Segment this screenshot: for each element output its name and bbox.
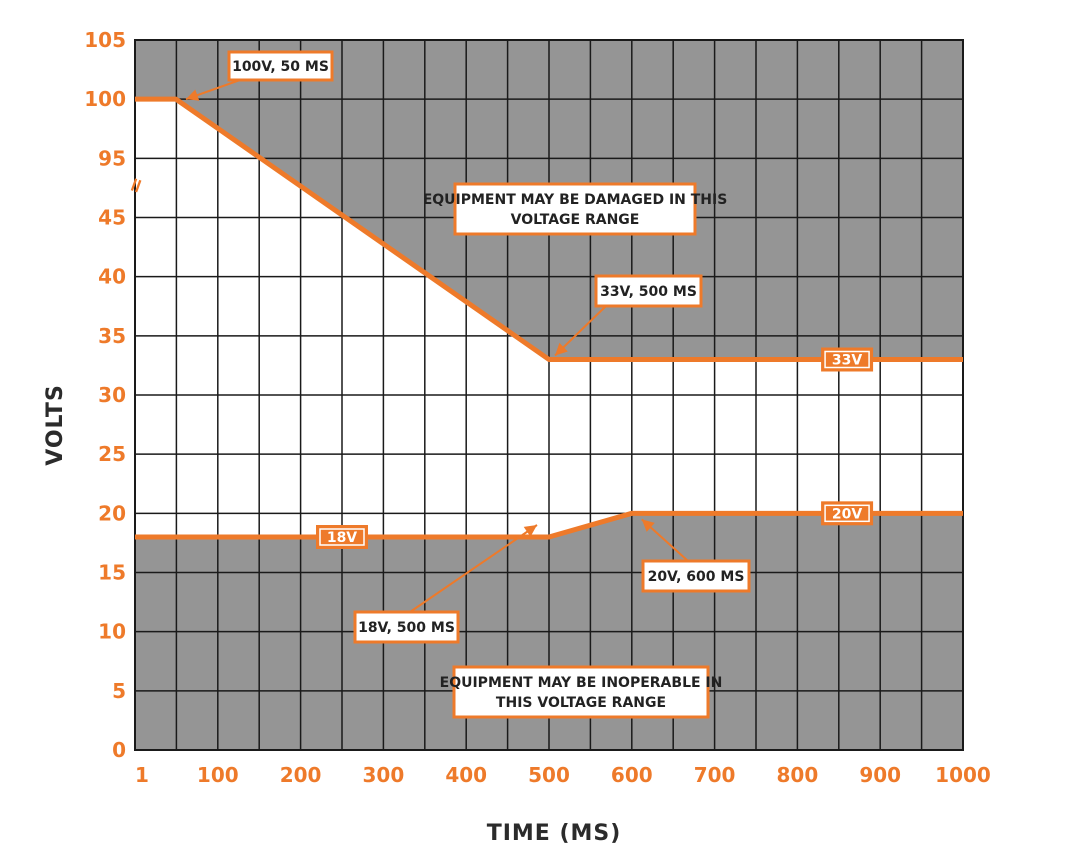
y-tick-label: 45 bbox=[98, 206, 126, 230]
y-tick-label: 25 bbox=[98, 442, 126, 466]
y-tick-label: 95 bbox=[98, 146, 126, 170]
callout-box bbox=[453, 182, 697, 236]
line-value-tag bbox=[821, 501, 874, 526]
x-tick-label: 400 bbox=[445, 763, 487, 787]
line-value-tag-inner bbox=[319, 528, 365, 546]
callout-arrowhead bbox=[523, 525, 537, 537]
x-axis-title: TIME (MS) bbox=[487, 821, 622, 846]
callout-box bbox=[641, 559, 751, 593]
x-tick-label: 600 bbox=[611, 763, 653, 787]
callout-arrow-line bbox=[409, 524, 538, 613]
y-tick-label: 15 bbox=[98, 561, 126, 585]
x-tick-label: 1 bbox=[135, 763, 149, 787]
x-tick-label: 100 bbox=[197, 763, 239, 787]
callout-arrowhead bbox=[641, 519, 655, 532]
y-tick-label: 100 bbox=[84, 87, 126, 111]
callout-text: THIS VOLTAGE RANGE bbox=[496, 695, 666, 711]
y-tick-label: 20 bbox=[98, 501, 126, 525]
callout-arrowhead bbox=[185, 89, 200, 101]
line-value-tag-label: 18V bbox=[327, 530, 357, 546]
x-tick-label: 1000 bbox=[935, 763, 991, 787]
callout-text: 33V, 500 MS bbox=[600, 284, 697, 300]
callout-text: VOLTAGE RANGE bbox=[511, 212, 640, 228]
callout-box bbox=[227, 50, 334, 82]
y-tick-label: 5 bbox=[112, 679, 126, 703]
callout-box bbox=[353, 610, 460, 644]
y-tick-label: 40 bbox=[98, 265, 126, 289]
y-tick-label: 10 bbox=[98, 620, 126, 644]
callout-text: EQUIPMENT MAY BE DAMAGED IN THIS bbox=[423, 192, 728, 208]
line-value-tag-inner bbox=[824, 350, 870, 369]
line-value-tag-label: 20V bbox=[832, 506, 862, 522]
y-tick-label: 0 bbox=[112, 738, 126, 762]
callout-text: EQUIPMENT MAY BE INOPERABLE IN bbox=[440, 675, 723, 691]
line-value-tag bbox=[821, 347, 874, 372]
callout-text: 100V, 50 MS bbox=[232, 59, 329, 75]
y-tick-label: 105 bbox=[84, 28, 126, 52]
callout-text: 18V, 500 MS bbox=[358, 620, 455, 636]
line-value-tag bbox=[316, 525, 368, 549]
axis-break-marker: = bbox=[121, 173, 149, 197]
x-tick-label: 200 bbox=[280, 763, 322, 787]
x-tick-label: 700 bbox=[694, 763, 736, 787]
plot-frame bbox=[134, 39, 964, 751]
line-value-tag-label: 33V bbox=[832, 353, 862, 369]
x-tick-label: 800 bbox=[777, 763, 819, 787]
callout-box bbox=[452, 665, 710, 719]
x-tick-label: 900 bbox=[859, 763, 901, 787]
y-tick-label: 35 bbox=[98, 324, 126, 348]
line-value-tag-inner bbox=[824, 504, 870, 523]
callout-arrowhead bbox=[555, 342, 568, 356]
callout-text: 20V, 600 MS bbox=[648, 569, 745, 585]
y-tick-label: 30 bbox=[98, 383, 126, 407]
y-axis-title: VOLTS bbox=[43, 384, 68, 466]
upper-limit-line bbox=[135, 96, 963, 362]
x-tick-label: 300 bbox=[363, 763, 405, 787]
callout-box bbox=[594, 274, 703, 308]
x-tick-label: 500 bbox=[528, 763, 570, 787]
